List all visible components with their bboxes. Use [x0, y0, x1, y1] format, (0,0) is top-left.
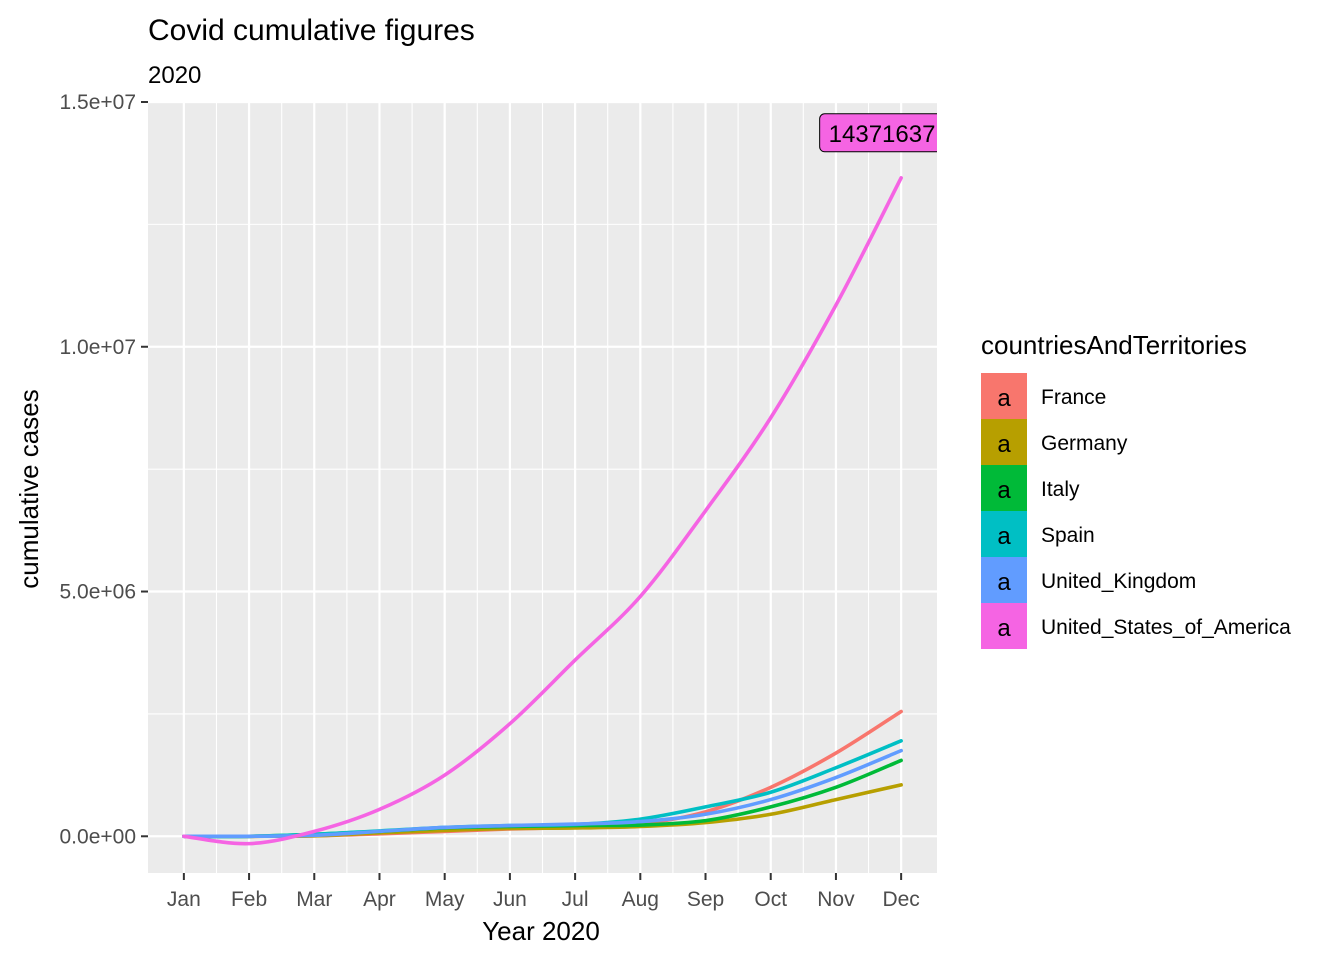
legend-key — [981, 465, 1027, 511]
x-axis: Jan Feb Mar Apr May Jun Jul Aug Sep Oct Nov Dec — [167, 873, 920, 911]
minor-gridlines — [148, 102, 937, 873]
major-gridlines — [148, 100, 937, 873]
chart-subtitle: 2020 — [148, 62, 201, 89]
legend-key-glyph: a — [997, 569, 1011, 596]
series-lines — [182, 176, 903, 846]
annotation-label-box — [819, 113, 937, 153]
legend-label: United_States_of_America — [1041, 616, 1291, 639]
x-tick-label: Oct — [754, 888, 787, 911]
legend-item-france: a France — [981, 373, 1106, 419]
value-annotation: 14371637 — [819, 113, 937, 153]
x-tick-label: Feb — [231, 888, 267, 911]
legend-key-glyph: a — [997, 385, 1011, 412]
legend-key — [981, 373, 1027, 419]
x-tick-label: Mar — [296, 888, 332, 911]
legend-item-italy: a Italy — [981, 465, 1080, 511]
x-axis-title: Year 2020 — [482, 916, 600, 946]
legend-key-glyph: a — [997, 477, 1011, 504]
legend-label: Italy — [1041, 478, 1080, 501]
legend-key — [981, 557, 1027, 603]
legend-key-glyph: a — [997, 431, 1011, 458]
series-line-united-states-of-america — [182, 176, 903, 846]
legend-item-united-states-of-america: a United_States_of_America — [981, 603, 1291, 649]
y-tick-label: 1.5e+07 — [60, 91, 137, 114]
x-tick-label: Aug — [622, 888, 659, 911]
annotation-label-text: 14371637 — [829, 121, 936, 148]
legend-item-united-kingdom: a United_Kingdom — [981, 557, 1196, 603]
legend-item-germany: a Germany — [981, 419, 1128, 465]
x-tick-label: Nov — [817, 888, 855, 911]
legend-title: countriesAndTerritories — [981, 330, 1247, 360]
legend-label: Spain — [1041, 524, 1095, 547]
y-axis: 0.0e+00 5.0e+06 1.0e+07 1.5e+07 — [60, 91, 148, 848]
x-tick-label: Jan — [167, 888, 201, 911]
chart-title: Covid cumulative figures — [148, 14, 475, 47]
y-tick-label: 5.0e+06 — [60, 581, 137, 604]
x-tick-label: Jul — [562, 888, 589, 911]
legend-key-glyph: a — [997, 615, 1011, 642]
legend-label: United_Kingdom — [1041, 570, 1196, 593]
y-tick-label: 0.0e+00 — [60, 825, 137, 848]
legend-key — [981, 419, 1027, 465]
y-tick-label: 1.0e+07 — [60, 336, 137, 359]
x-tick-label: Apr — [363, 888, 396, 911]
legend-key-glyph: a — [997, 523, 1011, 550]
x-tick-label: Sep — [687, 888, 724, 911]
legend-key — [981, 603, 1027, 649]
legend-key — [981, 511, 1027, 557]
y-axis-title: cumulative cases — [14, 389, 44, 588]
legend-label: France — [1041, 386, 1106, 409]
series-line-united-kingdom — [182, 748, 903, 839]
x-tick-label: Dec — [882, 888, 919, 911]
legend-label: Germany — [1041, 432, 1128, 455]
x-tick-label: Jun — [493, 888, 527, 911]
legend-item-spain: a Spain — [981, 511, 1095, 557]
x-tick-label: May — [425, 888, 465, 911]
